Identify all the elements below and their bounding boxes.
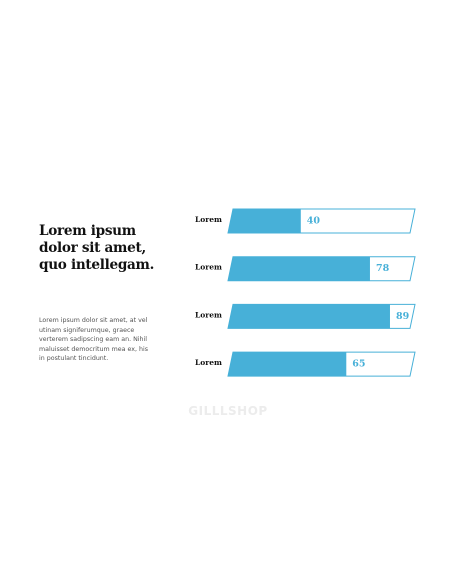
bar-fill	[228, 304, 390, 329]
body-line-5: in postulant tincidunt.	[39, 355, 109, 362]
category-label: Lorem	[195, 263, 222, 272]
bar-fill	[228, 352, 347, 377]
category-label: Lorem	[195, 310, 222, 319]
category-label: Lorem	[195, 215, 222, 224]
body-line-2: utinam signiferumque, graece	[39, 326, 135, 334]
bar-fill	[228, 209, 301, 233]
value-label: 40	[307, 216, 321, 227]
body-line-3: verterem sadipscing eam an. Nihil	[39, 336, 148, 343]
watermark: GILLLSHOP	[188, 404, 268, 418]
value-label: 65	[352, 359, 365, 370]
category-label: Lorem	[195, 358, 222, 367]
section-heading: Lorem ipsum dolor sit amet, quo intelleg…	[39, 223, 179, 274]
heading-line-2: dolor sit amet,	[39, 240, 146, 256]
body-line-4: maluisset democritum mea ex, his	[39, 345, 149, 353]
value-label: 89	[396, 311, 410, 322]
heading-line-3: quo intellegam.	[39, 257, 155, 273]
body-line-1: Lorem ipsum dolor sit amet, at vel	[39, 317, 148, 324]
bar-fill	[228, 256, 370, 281]
value-label: 78	[376, 263, 390, 274]
heading-line-1: Lorem ipsum	[39, 223, 136, 239]
body-paragraph: Lorem ipsum dolor sit amet, at vel utina…	[39, 316, 159, 364]
